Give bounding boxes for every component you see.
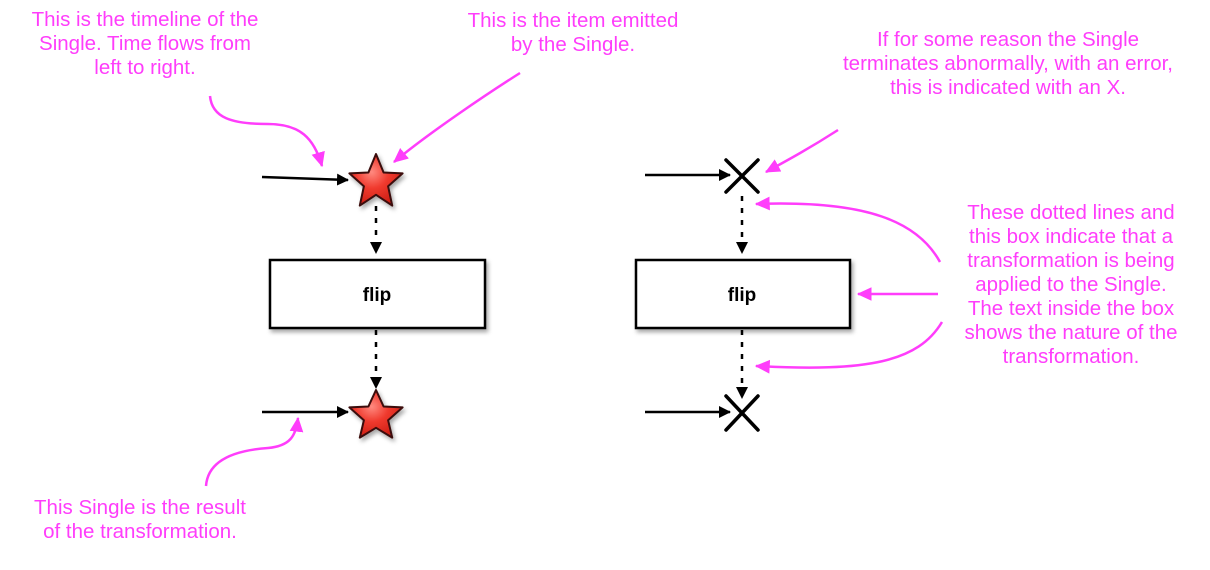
operator-box-right bbox=[634, 258, 852, 330]
emitted-item-star bbox=[348, 153, 404, 207]
transformation-annotation-line: transformation is being bbox=[967, 249, 1175, 272]
error-x-bottom bbox=[724, 394, 760, 432]
transformation-annotation-line: These dotted lines and bbox=[967, 201, 1175, 224]
operator-label-right: flip bbox=[728, 285, 757, 306]
result-annotation-arrow bbox=[204, 416, 304, 487]
transformation-annotation-line: The text inside the box bbox=[967, 297, 1175, 320]
timeline-annotation-line: This is the timeline of the bbox=[31, 8, 259, 31]
transformation-annotation-line: applied to the Single. bbox=[975, 273, 1167, 296]
timeline-annotation-arrow bbox=[208, 95, 325, 168]
item-annotation-line: by the Single. bbox=[510, 33, 636, 56]
operator-label-left: flip bbox=[363, 285, 392, 306]
result-annotation: This Single is the result of the transfo… bbox=[0, 496, 280, 544]
error-annotation-line: If for some reason the Single bbox=[876, 28, 1140, 51]
error-annotation-line: this is indicated with an X. bbox=[890, 76, 1126, 99]
transformation-annotation-line: this box indicate that a bbox=[969, 225, 1173, 248]
error-x-top bbox=[724, 158, 760, 194]
source-timeline-left bbox=[261, 173, 349, 186]
timeline-annotation-line: left to right. bbox=[94, 56, 196, 79]
timeline-annotation-line: Single. Time flows from bbox=[39, 32, 251, 55]
transformation-annotation-line: shows the nature of the bbox=[964, 321, 1178, 344]
error-annotation-arrow bbox=[764, 128, 839, 174]
result-item-star bbox=[348, 389, 404, 439]
error-annotation-line: terminates abnormally, with an error, bbox=[842, 52, 1174, 75]
result-annotation-line: of the transformation. bbox=[43, 520, 237, 543]
item-annotation: This is the item emitted by the Single. bbox=[428, 9, 718, 57]
timeline-annotation: This is the timeline of the Single. Time… bbox=[0, 8, 290, 80]
transformation-annotation-line: transformation. bbox=[1002, 345, 1140, 368]
error-annotation: If for some reason the Single terminates… bbox=[818, 28, 1198, 100]
item-annotation-line: This is the item emitted bbox=[467, 9, 679, 32]
transformation-annotation: These dotted lines and this box indicate… bbox=[940, 201, 1202, 369]
item-annotation-arrow bbox=[393, 71, 521, 163]
operator-box-left bbox=[268, 258, 487, 330]
result-annotation-line: This Single is the result bbox=[34, 496, 246, 519]
transformation-annotation-arrow-bottom bbox=[754, 321, 944, 374]
transformation-annotation-arrow-top bbox=[754, 196, 942, 263]
